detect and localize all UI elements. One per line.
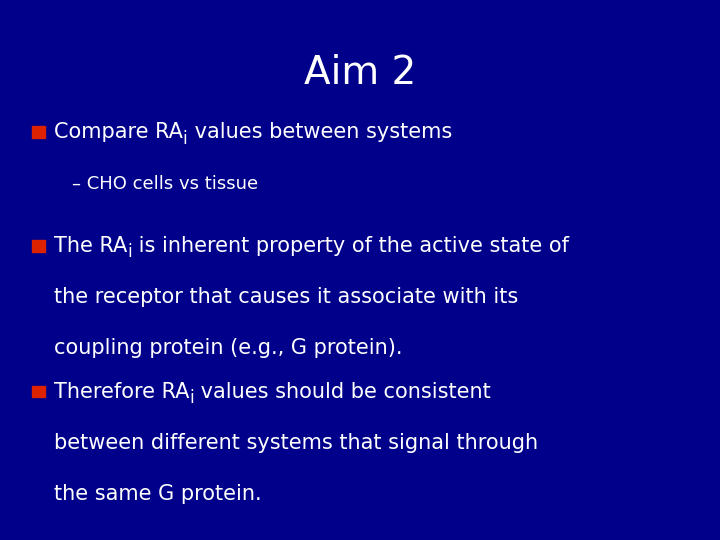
Text: The RA: The RA	[54, 235, 127, 256]
Text: coupling protein (e.g., G protein).: coupling protein (e.g., G protein).	[54, 338, 402, 359]
Text: i: i	[127, 243, 132, 261]
FancyBboxPatch shape	[32, 240, 45, 252]
Text: Therefore RA: Therefore RA	[54, 381, 189, 402]
Text: i: i	[189, 389, 194, 407]
Text: between different systems that signal through: between different systems that signal th…	[54, 433, 538, 453]
FancyBboxPatch shape	[32, 126, 45, 138]
Text: the receptor that causes it associate with its: the receptor that causes it associate wi…	[54, 287, 518, 307]
Text: values between systems: values between systems	[187, 122, 451, 143]
Text: is inherent property of the active state of: is inherent property of the active state…	[132, 235, 569, 256]
Text: the same G protein.: the same G protein.	[54, 484, 261, 504]
Text: Aim 2: Aim 2	[304, 54, 416, 92]
Text: i: i	[183, 130, 187, 148]
Text: Compare RA: Compare RA	[54, 122, 183, 143]
Text: values should be consistent: values should be consistent	[194, 381, 491, 402]
FancyBboxPatch shape	[32, 386, 45, 397]
Text: – CHO cells vs tissue: – CHO cells vs tissue	[72, 174, 258, 193]
